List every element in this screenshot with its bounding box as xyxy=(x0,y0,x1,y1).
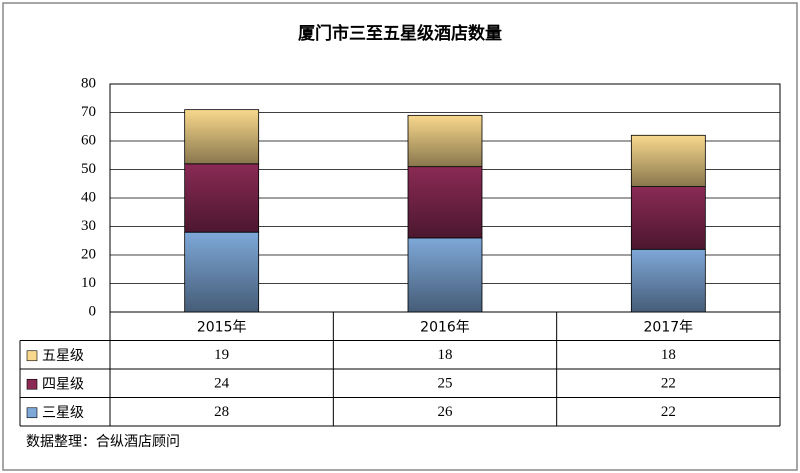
table-value: 25 xyxy=(438,376,453,392)
legend-label: 五星级 xyxy=(42,348,84,364)
bar-segment xyxy=(630,186,706,250)
y-tick-label: 20 xyxy=(81,246,96,262)
y-tick-label: 10 xyxy=(81,275,96,291)
legend-swatch xyxy=(26,407,38,419)
chart-title: 厦门市三至五星级酒店数量 xyxy=(298,23,502,44)
y-tick-label: 60 xyxy=(81,132,96,148)
bar-segment xyxy=(407,237,483,313)
bar-segment xyxy=(630,248,706,313)
table-value: 22 xyxy=(661,376,676,392)
legend-swatch xyxy=(26,350,38,362)
y-tick-label: 30 xyxy=(81,218,96,234)
bar-shade xyxy=(407,114,483,168)
bar-segment xyxy=(184,109,260,165)
x-tick-label: 2017年 xyxy=(644,319,694,335)
x-tick-label: 2016年 xyxy=(420,319,470,335)
legend-label: 四星级 xyxy=(42,376,84,392)
bar-segment xyxy=(407,114,483,168)
table-value: 18 xyxy=(438,347,453,363)
bar-shade xyxy=(630,186,706,250)
bar-segment xyxy=(630,134,706,188)
table-value: 19 xyxy=(214,347,229,363)
legend-label: 三星级 xyxy=(42,405,84,421)
y-tick-label: 70 xyxy=(81,104,96,120)
y-tick-label: 0 xyxy=(89,303,97,319)
bar-segment xyxy=(184,231,260,313)
table-value: 28 xyxy=(214,404,229,420)
bar-shade xyxy=(184,109,260,165)
y-tick-label: 40 xyxy=(81,189,96,205)
x-tick-label: 2015年 xyxy=(197,319,247,335)
bar-segment xyxy=(407,166,483,239)
y-tick-label: 80 xyxy=(81,75,96,91)
bar-shade xyxy=(630,134,706,188)
bar-shade xyxy=(407,166,483,239)
bar-segment xyxy=(184,163,260,233)
table-value: 24 xyxy=(214,376,230,392)
bar-shade xyxy=(184,163,260,233)
y-tick-label: 50 xyxy=(81,161,96,177)
table-value: 22 xyxy=(661,404,676,420)
table-value: 18 xyxy=(661,347,676,363)
bar-shade xyxy=(630,248,706,313)
table-value: 26 xyxy=(438,404,454,420)
bar-shade xyxy=(407,237,483,313)
legend-swatch xyxy=(26,378,38,390)
source-note: 数据整理：合纵酒店顾问 xyxy=(26,434,180,450)
bar-shade xyxy=(184,231,260,313)
